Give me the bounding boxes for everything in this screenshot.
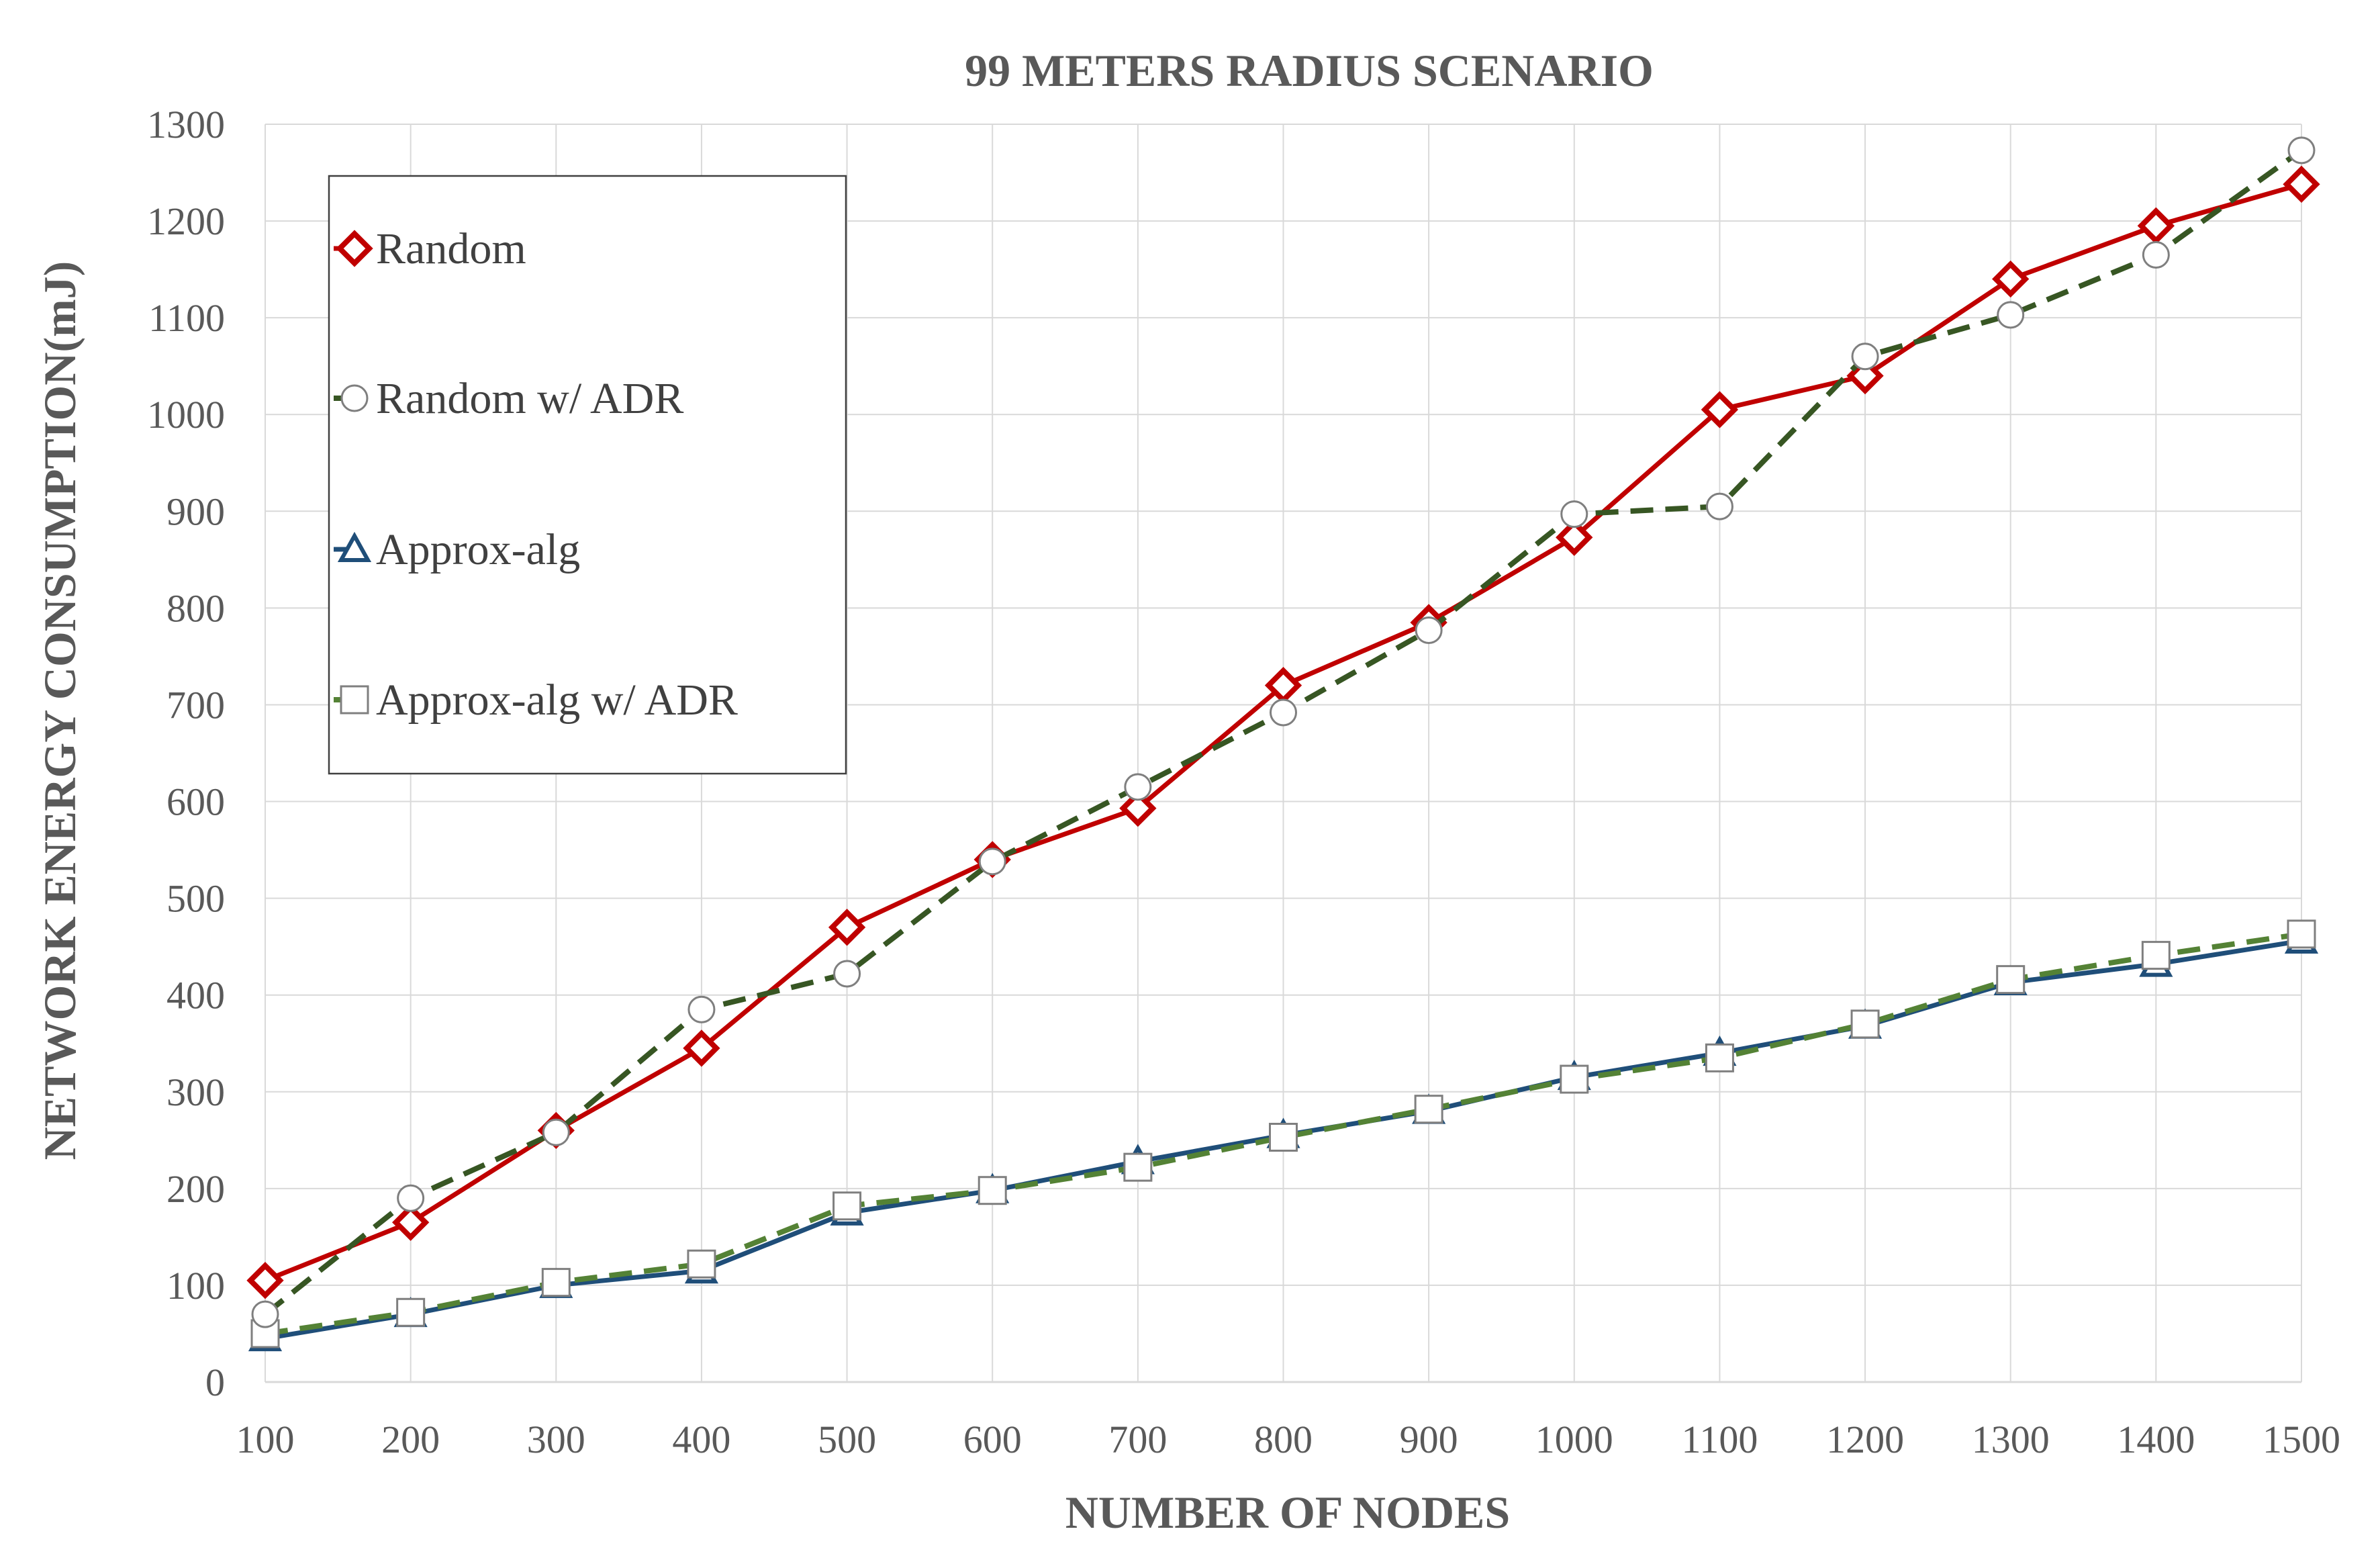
data-point-approx-alg-w-adr: [2287, 919, 2316, 949]
x-tick-label: 1500: [2263, 1418, 2340, 1461]
y-tick-label: 700: [166, 683, 225, 727]
data-point-random: [2137, 207, 2175, 244]
data-point-approx-alg-w-adr: [1123, 1152, 1153, 1182]
data-point-random: [1992, 260, 2030, 298]
chart-title: 99 METERS RADIUS SCENARIO: [965, 45, 1654, 96]
series-approx-alg-w-adr: [250, 919, 2316, 1348]
data-point-approx-alg-w-adr: [1705, 1043, 1734, 1072]
data-point-random: [2283, 165, 2320, 203]
data-point-random-w-adr: [978, 847, 1006, 876]
x-tick-label: 1400: [2117, 1418, 2195, 1461]
x-axis-label: NUMBER OF NODES: [1065, 1487, 1510, 1538]
legend-item-approx-alg-w-adr: Approx-alg w/ ADR: [334, 676, 738, 725]
data-point-random-w-adr: [1124, 773, 1152, 801]
data-point-random: [1556, 518, 1593, 556]
data-point-random-w-adr: [1270, 698, 1297, 727]
x-tick-label: 900: [1400, 1418, 1458, 1461]
series-random-w-adr: [251, 136, 2316, 1328]
data-point-random-w-adr: [2287, 136, 2316, 165]
y-tick-label: 200: [166, 1167, 225, 1211]
y-tick-label: 1200: [147, 199, 225, 243]
data-point-approx-alg-w-adr: [1269, 1122, 1298, 1152]
y-tick-label: 1100: [148, 296, 225, 340]
data-point-random-w-adr: [1997, 301, 2025, 329]
x-tick-label: 600: [963, 1418, 1022, 1461]
x-tick-label: 800: [1254, 1418, 1313, 1461]
x-tick-label: 100: [236, 1418, 295, 1461]
data-point-random-w-adr: [251, 1300, 279, 1328]
x-tick-label: 1000: [1535, 1418, 1613, 1461]
data-point-approx-alg-w-adr: [1560, 1064, 1589, 1094]
legend-item-approx-alg: Approx-alg: [334, 525, 580, 574]
data-point-random: [1701, 391, 1739, 428]
data-point-random-w-adr: [397, 1184, 425, 1212]
data-point-random: [246, 1262, 284, 1299]
data-point-approx-alg-w-adr: [1414, 1095, 1443, 1124]
legend-label: Random: [376, 224, 526, 273]
legend-label: Random w/ ADR: [376, 374, 683, 423]
data-point-random-w-adr: [542, 1118, 570, 1146]
y-tick-label: 800: [166, 586, 225, 630]
x-tick-label: 1100: [1681, 1418, 1758, 1461]
x-tick-label: 500: [818, 1418, 876, 1461]
legend-marker: [336, 230, 373, 267]
data-point-random: [391, 1203, 430, 1241]
data-point-random: [828, 909, 866, 946]
x-tick-labels: 100 200 300 400 500 600 700 800 900 1000 1100 1200 1…: [236, 1418, 2341, 1461]
legend-label: Approx-alg w/ ADR: [376, 676, 738, 725]
y-tick-labels: 0 100 200 300 400 500 600 700 800 900 1000 1100 1200…: [147, 103, 225, 1404]
x-tick-label: 1200: [1826, 1418, 1904, 1461]
data-point-approx-alg-w-adr: [2141, 941, 2171, 970]
data-point-random-w-adr: [687, 995, 716, 1023]
data-point-approx-alg-w-adr: [832, 1191, 862, 1221]
legend-marker: [340, 685, 369, 715]
legend-marker: [340, 384, 369, 412]
data-point-approx-alg-w-adr: [396, 1297, 426, 1327]
y-tick-label: 400: [166, 974, 225, 1017]
y-tick-label: 900: [166, 490, 225, 533]
data-point-random-w-adr: [1415, 616, 1443, 645]
y-tick-label: 100: [166, 1264, 225, 1307]
x-tick-label: 1300: [1972, 1418, 2050, 1461]
data-point-random: [1119, 789, 1157, 827]
data-point-approx-alg-w-adr: [1850, 1009, 1880, 1039]
y-tick-label: 300: [166, 1070, 225, 1114]
legend-box: [328, 175, 847, 775]
legend: Random Random w/ ADR Approx-alg Approx-alg …: [328, 175, 847, 775]
legend-label: Approx-alg: [376, 525, 580, 574]
x-tick-label: 400: [672, 1418, 730, 1461]
legend-marker: [337, 531, 372, 562]
data-point-approx-alg-w-adr: [541, 1268, 571, 1297]
y-tick-label: 0: [205, 1361, 225, 1404]
y-tick-label: 600: [166, 780, 225, 824]
y-tick-label: 1300: [147, 103, 225, 146]
data-point-random: [683, 1029, 720, 1067]
y-tick-label: 1000: [147, 393, 225, 437]
data-point-approx-alg-w-adr: [687, 1249, 716, 1279]
data-point-random-w-adr: [1560, 500, 1588, 529]
legend-item-random: Random: [334, 224, 526, 273]
x-tick-label: 300: [527, 1418, 585, 1461]
y-axis-label: NETWORK ENERGY CONSUMPTION(mJ): [34, 261, 85, 1160]
data-point-random-w-adr: [833, 960, 861, 988]
y-tick-label: 500: [166, 877, 225, 921]
data-point-approx-alg-w-adr: [1996, 965, 2026, 995]
data-point-random: [1846, 357, 1884, 395]
data-series: [246, 136, 2320, 1352]
data-point-approx-alg-w-adr: [978, 1176, 1007, 1205]
data-point-random-w-adr: [1705, 492, 1733, 520]
x-tick-label: 700: [1108, 1418, 1167, 1461]
legend-item-random-w-adr: Random w/ ADR: [334, 374, 683, 423]
data-point-random-w-adr: [1851, 342, 1879, 371]
x-tick-label: 200: [381, 1418, 440, 1461]
data-point-random-w-adr: [2142, 241, 2170, 269]
